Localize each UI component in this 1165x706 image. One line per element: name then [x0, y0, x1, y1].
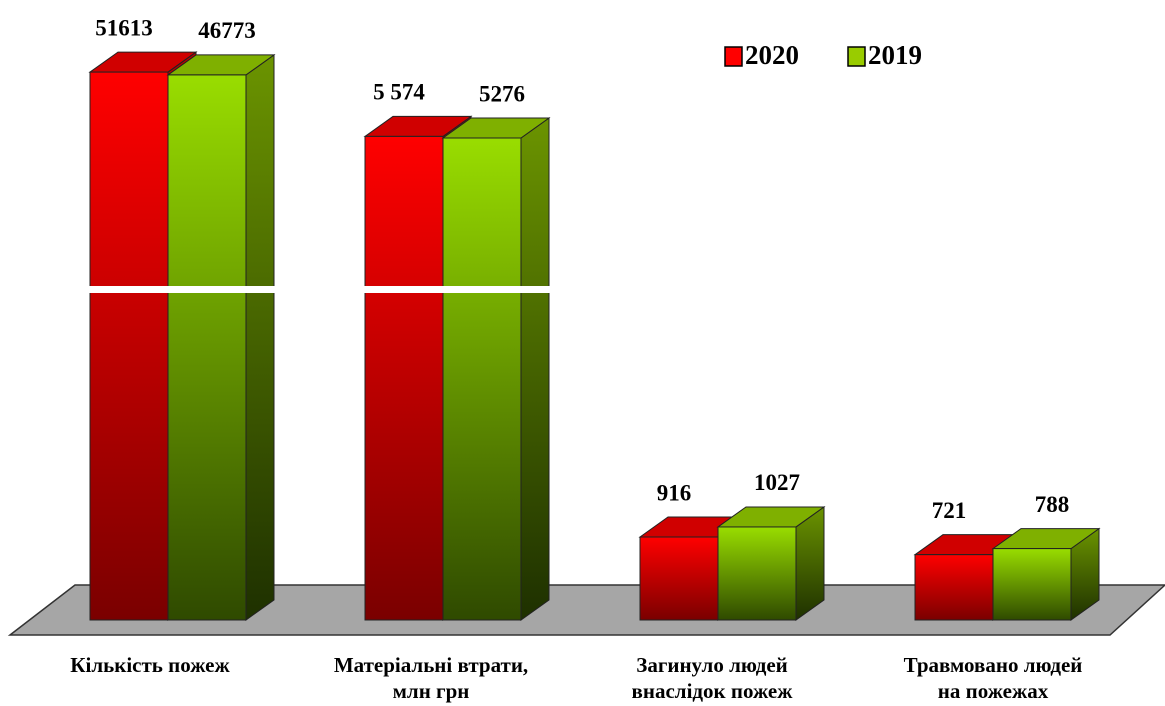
category-label: на пожежах: [938, 679, 1049, 703]
bar: [89, 71, 169, 621]
value-label: 721: [932, 498, 967, 523]
category-label: Загинуло людей: [636, 653, 788, 677]
value-label: 5276: [479, 81, 525, 106]
value-label: 51613: [95, 15, 153, 40]
value-label: 916: [657, 480, 692, 505]
value-label: 788: [1035, 492, 1070, 517]
bar: [442, 137, 522, 621]
legend-swatch: [724, 46, 743, 67]
bar: [717, 526, 797, 621]
axis-break: [84, 286, 284, 293]
bar: [639, 536, 719, 621]
category-label: Травмовано людей: [904, 653, 1083, 677]
legend-swatch: [847, 46, 866, 67]
category-label: млн грн: [393, 679, 470, 703]
category-label: Кількість пожеж: [70, 653, 230, 677]
bar-side: [520, 117, 550, 621]
category-label: внаслідок пожеж: [632, 679, 794, 703]
bar: [167, 74, 247, 621]
bar: [992, 548, 1072, 621]
bar: [364, 135, 444, 621]
legend-label: 2019: [868, 40, 922, 70]
bar-side: [245, 53, 275, 621]
floor: [7, 584, 1165, 636]
category-label: Матеріальні втрати,: [334, 653, 528, 677]
axis-break: [359, 286, 559, 293]
legend-label: 2020: [745, 40, 799, 70]
value-label: 5 574: [373, 80, 425, 105]
bar: [914, 554, 994, 621]
value-label: 1027: [754, 470, 800, 495]
value-label: 46773: [198, 18, 256, 43]
